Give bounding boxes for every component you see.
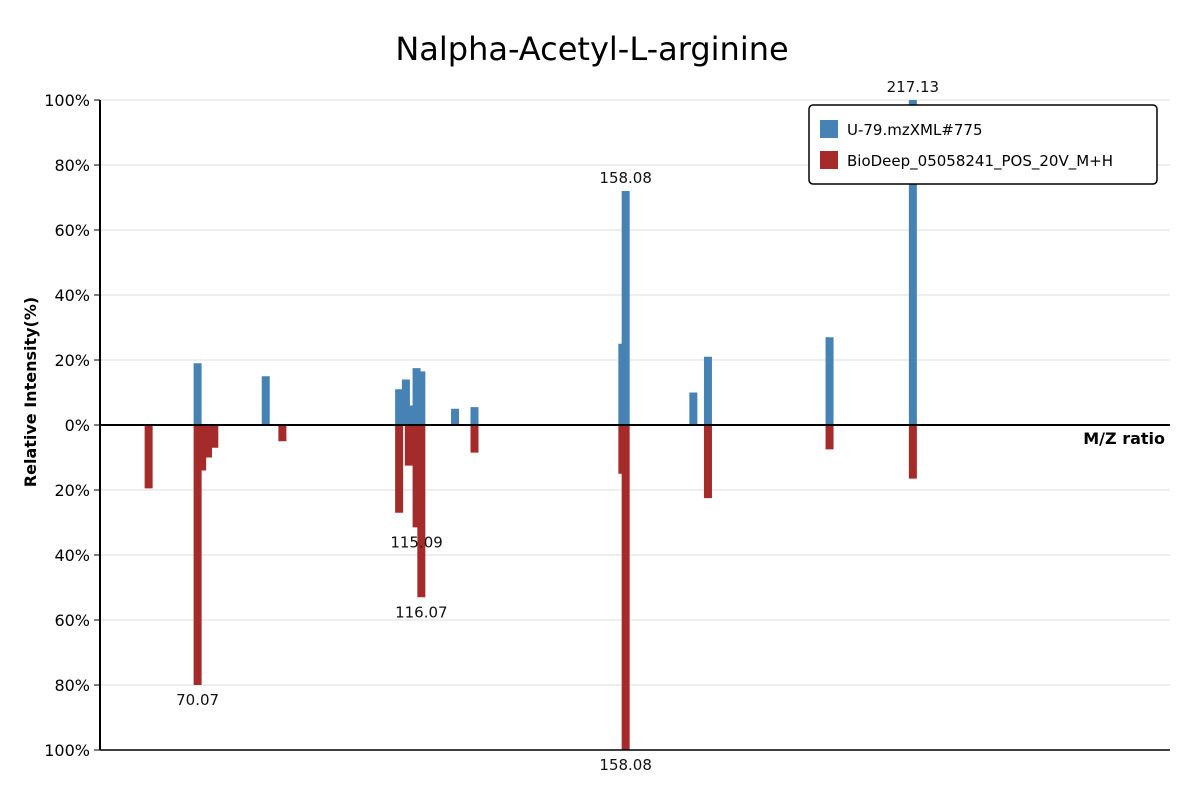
sample-peak-bar: [451, 408, 460, 425]
reference-peak-bar: [278, 425, 287, 442]
y-tick-label: 0%: [65, 416, 90, 435]
y-tick-label: 40%: [54, 286, 90, 305]
sample-peak-bar: [412, 368, 421, 425]
sample-peak-bar: [193, 363, 202, 425]
sample-peak-bar: [261, 376, 270, 425]
sample-peak-bar: [470, 407, 479, 425]
reference-peak-bar: [412, 425, 421, 528]
reference-peak-bar: [470, 425, 479, 453]
peak-label: 116.07: [395, 603, 448, 621]
bars-layer: [144, 100, 917, 750]
reference-peak-bar: [621, 425, 630, 750]
reference-peak-bar: [198, 425, 207, 471]
reference-peak-bar: [210, 425, 219, 448]
reference-peak-bar: [144, 425, 153, 489]
y-tick-label: 80%: [54, 676, 90, 695]
reference-peak-bar: [404, 425, 413, 466]
peak-label: 70.07: [176, 691, 219, 709]
legend-box: [808, 104, 1158, 185]
sample-peak-bar: [395, 389, 404, 425]
y-tick-label: 60%: [54, 611, 90, 630]
legend-swatch-reference: [820, 151, 838, 169]
labels-layer: 100% 80% 60% 40% 20% 0% 20% 40% 60% 80% 100% 158.08…: [44, 78, 939, 774]
sample-peak-bar: [825, 337, 834, 425]
sample-peak-bar: [908, 100, 917, 425]
peak-label: 158.08: [599, 169, 652, 187]
reference-peak-bar: [193, 425, 202, 685]
sample-peak-bar: [417, 371, 426, 425]
reference-peak-bar: [908, 425, 917, 479]
peak-label: 115.09: [390, 533, 443, 551]
reference-peak-bar: [417, 425, 426, 598]
peak-label: 217.13: [887, 78, 940, 96]
sample-peak-bar: [703, 356, 712, 425]
chart-title: Nalpha-Acetyl-L-arginine: [395, 30, 788, 68]
x-axis-label: M/Z ratio: [1083, 429, 1165, 448]
y-tick-label: 20%: [54, 351, 90, 370]
peak-label: 158.08: [599, 756, 652, 774]
y-tick-label: 20%: [54, 481, 90, 500]
reference-peak-bar: [395, 425, 404, 513]
y-tick-label: 100%: [44, 91, 90, 110]
reference-peak-bar: [203, 425, 212, 458]
axes-layer: [94, 99, 1170, 751]
reference-peak-bar: [703, 425, 712, 499]
y-tick-label: 80%: [54, 156, 90, 175]
y-axis-label: Relative Intensity(%): [21, 297, 40, 487]
sample-peak-bar: [401, 379, 410, 425]
reference-peak-bar: [825, 425, 834, 450]
legend-swatch-sample: [820, 120, 838, 138]
legend: U-79.mzXML#775 BioDeep_05058241_POS_20V_…: [808, 104, 1158, 185]
legend-label-reference: BioDeep_05058241_POS_20V_M+H: [847, 152, 1113, 171]
legend-label-sample: U-79.mzXML#775: [847, 121, 983, 139]
y-tick-label: 40%: [54, 546, 90, 565]
sample-peak-bar: [621, 191, 630, 425]
y-tick-label: 60%: [54, 221, 90, 240]
y-tick-label: 100%: [44, 741, 90, 760]
sample-peak-bar: [689, 392, 698, 425]
